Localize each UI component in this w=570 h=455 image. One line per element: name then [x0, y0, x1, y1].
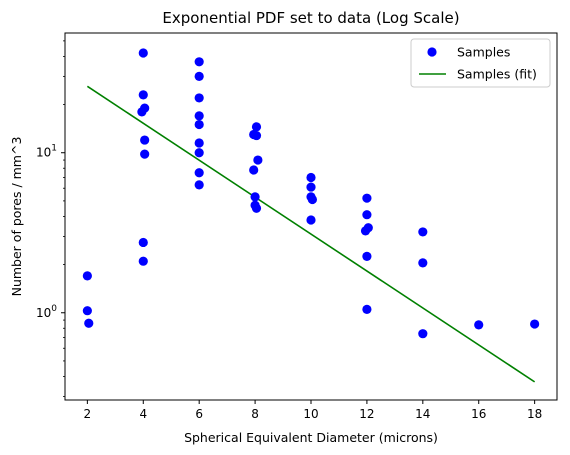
sample-point	[307, 194, 317, 205]
sample-point	[140, 135, 150, 145]
sample-point	[362, 210, 372, 220]
sample-point	[138, 256, 148, 266]
sample-point	[251, 122, 262, 132]
sample-point	[138, 237, 148, 248]
sample-point	[137, 107, 147, 117]
legend-marker-samples	[427, 47, 437, 57]
sample-point	[251, 203, 262, 213]
sample-point	[194, 180, 204, 190]
sample-point	[82, 306, 92, 316]
legend: Samples Samples (fit)	[410, 38, 551, 88]
y-axis-label: Number of pores / mm^3	[9, 137, 24, 297]
legend-label: Samples	[457, 45, 510, 60]
chart-title: Exponential PDF set to data (Log Scale)	[162, 9, 459, 27]
sample-point	[250, 192, 260, 202]
sample-point	[306, 182, 316, 192]
fit-line	[86, 85, 536, 383]
x-tick-label: 2	[84, 407, 92, 421]
sample-point	[360, 226, 371, 236]
sample-point	[194, 168, 204, 178]
sample-point	[253, 155, 263, 165]
sample-point	[362, 304, 372, 314]
x-tick-label: 4	[139, 407, 147, 421]
sample-point	[138, 48, 148, 58]
plot-area	[82, 48, 540, 383]
plot-frame	[64, 32, 558, 401]
x-tick-label: 18	[527, 407, 542, 421]
axis-ticks: 2 4 6 8 10 12 14 16 18 100 101	[36, 40, 542, 421]
sample-point	[194, 148, 204, 158]
legend-box	[410, 38, 551, 88]
sample-point	[418, 329, 428, 339]
x-axis-label: Spherical Equivalent Diameter (microns)	[184, 430, 438, 445]
sample-point	[530, 319, 540, 329]
x-tick-label: 10	[303, 407, 318, 421]
sample-point	[194, 138, 204, 148]
sample-point	[474, 320, 484, 330]
sample-point	[194, 93, 204, 103]
y-tick-label: 101	[36, 144, 57, 160]
x-tick-label: 12	[359, 407, 374, 421]
x-tick-label: 6	[195, 407, 203, 421]
sample-point	[140, 149, 150, 159]
sample-point	[82, 271, 92, 281]
sample-point	[306, 172, 316, 183]
legend-label: Samples (fit)	[457, 67, 537, 82]
y-tick-label: 100	[36, 304, 57, 320]
sample-point	[249, 165, 259, 175]
sample-point	[194, 111, 204, 121]
x-tick-label: 14	[415, 407, 430, 421]
sample-point	[251, 130, 262, 141]
sample-point	[362, 251, 372, 262]
sample-point	[194, 57, 204, 67]
x-tick-label: 16	[471, 407, 486, 421]
sample-point	[84, 318, 94, 328]
sample-point	[306, 215, 316, 225]
sample-point	[418, 258, 428, 268]
sample-point	[418, 227, 428, 237]
sample-point	[362, 193, 372, 203]
sample-point	[194, 71, 204, 81]
sample-point	[194, 119, 204, 130]
x-tick-label: 8	[251, 407, 259, 421]
sample-point	[138, 90, 148, 100]
